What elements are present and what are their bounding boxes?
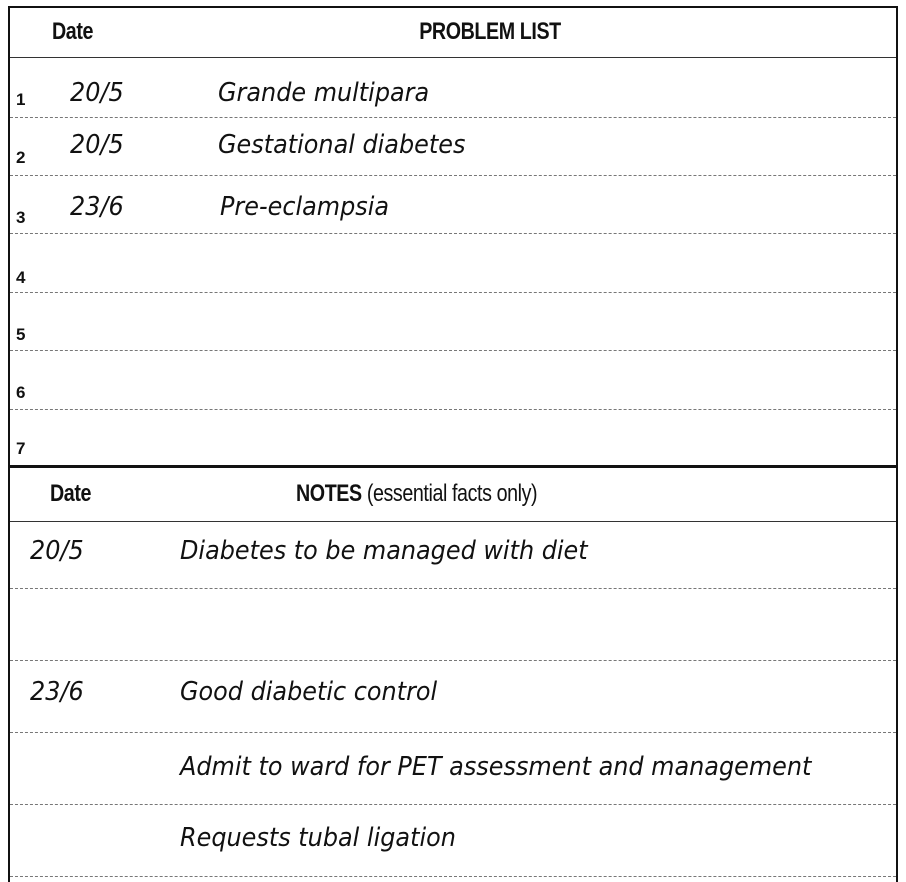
row-number: 5 xyxy=(16,325,26,344)
problem-list-title: PROBLEM LIST xyxy=(419,18,561,45)
row-number: 6 xyxy=(16,383,26,402)
note-text: Requests tubal ligation xyxy=(180,823,456,853)
note-text: Admit to ward for PET assessment and man… xyxy=(180,752,812,782)
problem-list-header-rule xyxy=(10,57,896,58)
section-divider xyxy=(8,465,898,468)
row-number: 7 xyxy=(16,439,26,458)
problem-text: Gestational diabetes xyxy=(218,130,466,160)
problem-text: Grande multipara xyxy=(218,78,430,108)
problem-text: Pre-eclampsia xyxy=(220,192,390,222)
problem-date: 20/5 xyxy=(70,130,124,160)
row-divider xyxy=(10,292,896,293)
row-divider xyxy=(10,350,896,351)
row-divider xyxy=(10,117,896,118)
problem-list-date-header: Date xyxy=(52,18,94,45)
notes-title-main: NOTES xyxy=(296,480,362,507)
row-divider xyxy=(10,804,896,805)
notes-title: NOTES (essential facts only) xyxy=(296,480,538,508)
note-text: Good diabetic control xyxy=(180,677,438,707)
notes-title-suffix: (essential facts only) xyxy=(366,480,538,507)
note-date: 20/5 xyxy=(30,536,84,566)
row-number: 1 xyxy=(16,90,26,109)
row-divider xyxy=(10,175,896,176)
row-number: 4 xyxy=(16,268,26,287)
notes-date-header: Date xyxy=(50,480,92,507)
row-divider xyxy=(10,660,896,661)
row-number: 2 xyxy=(16,148,26,167)
row-divider xyxy=(10,409,896,410)
row-divider xyxy=(10,588,896,589)
problem-date: 20/5 xyxy=(70,78,124,108)
row-divider xyxy=(10,876,896,877)
note-date: 23/6 xyxy=(30,677,84,707)
row-divider xyxy=(10,233,896,234)
row-divider xyxy=(10,732,896,733)
problem-date: 23/6 xyxy=(70,192,124,222)
row-number: 3 xyxy=(16,208,26,227)
notes-header-rule xyxy=(10,521,896,522)
form-frame xyxy=(8,6,898,882)
note-text: Diabetes to be managed with diet xyxy=(180,536,588,566)
